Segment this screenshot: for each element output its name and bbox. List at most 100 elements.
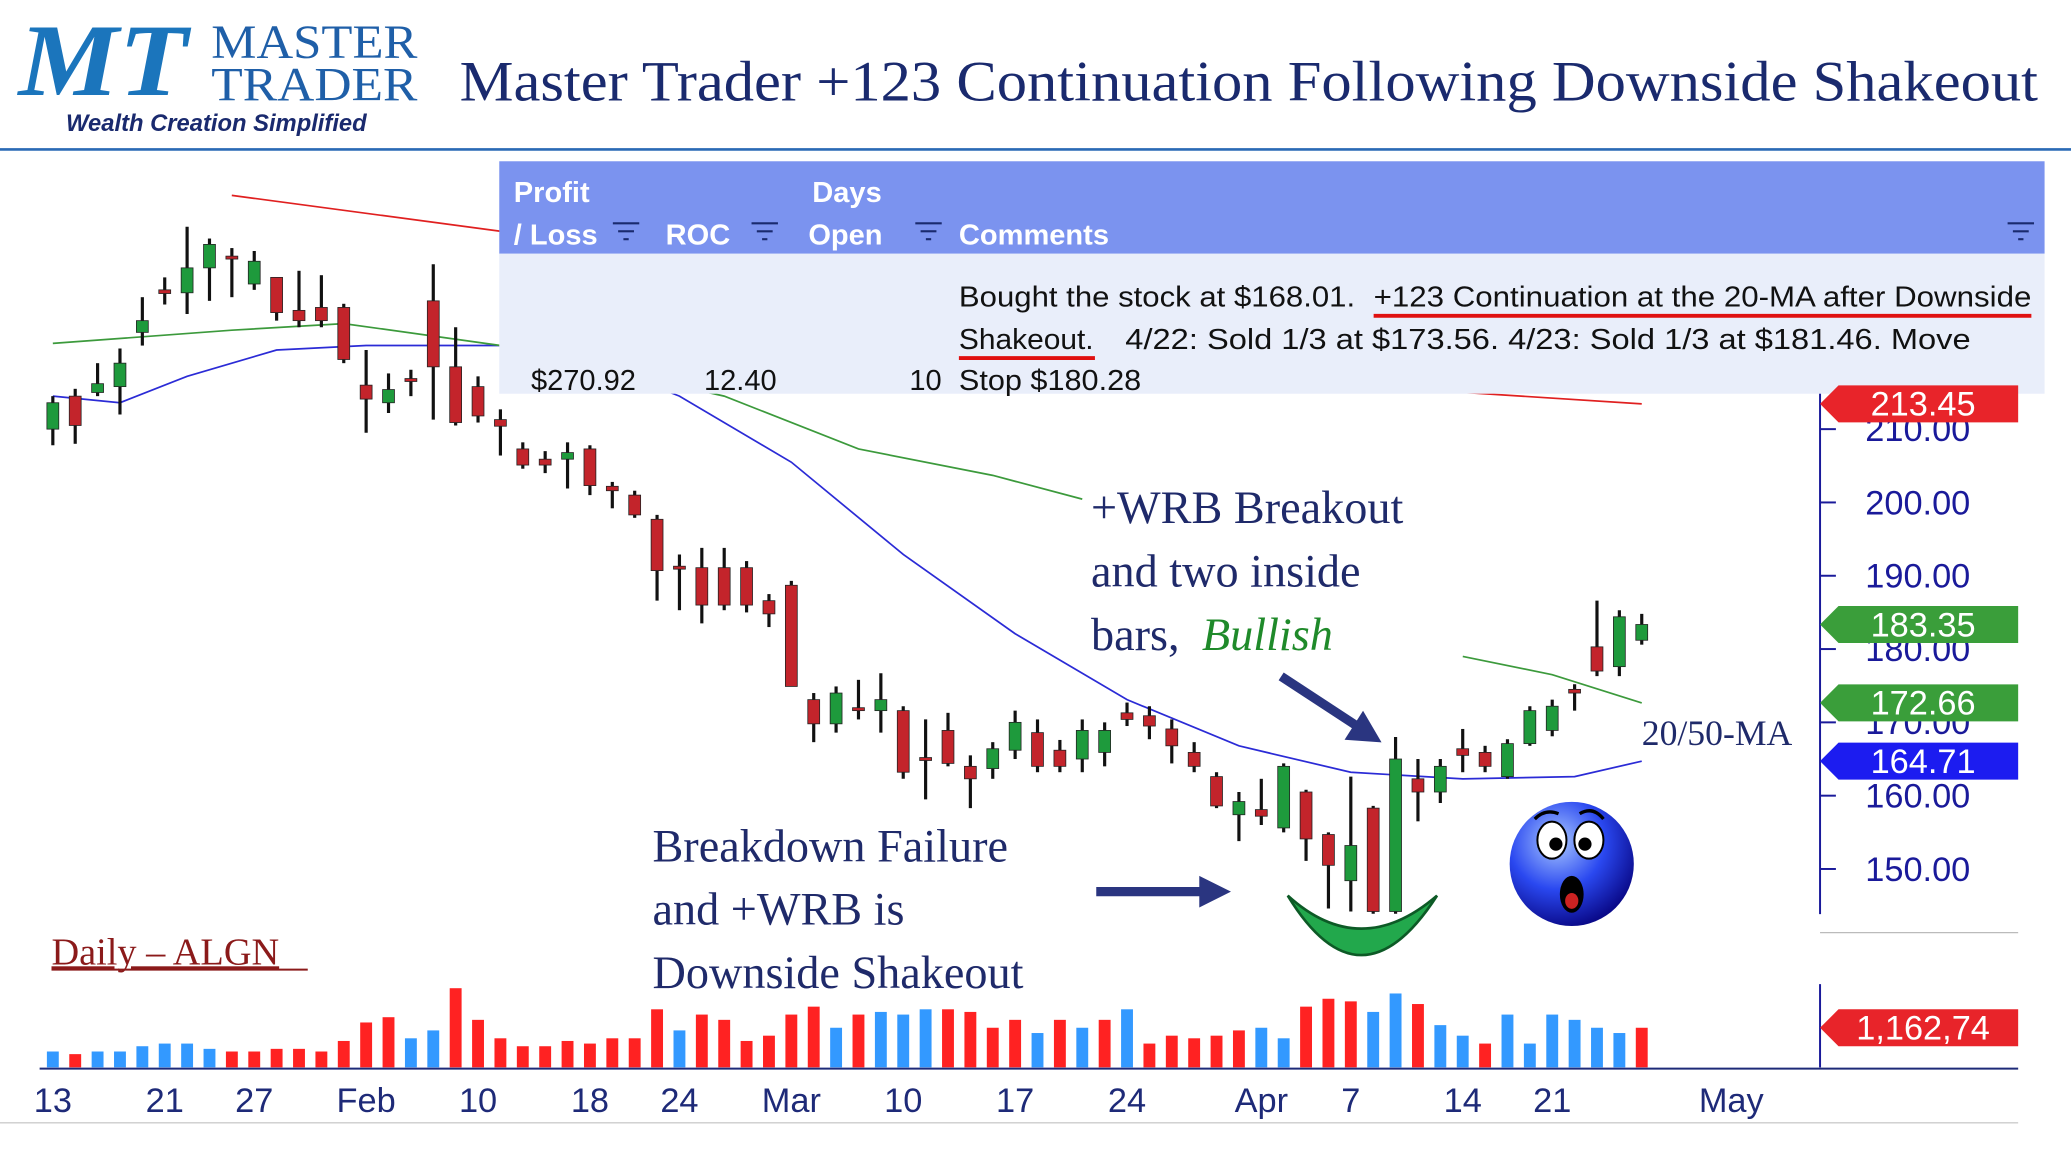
volume-bar: [1300, 1006, 1313, 1068]
price-tag-label: 183.35: [1871, 606, 1976, 644]
volume-bar: [628, 1038, 641, 1068]
volume-bar: [69, 1054, 82, 1068]
candle-body: [1590, 646, 1604, 672]
volume-bar: [1165, 1035, 1178, 1068]
x-tick-label: 14: [1444, 1082, 1482, 1120]
volume-bar: [516, 1046, 529, 1068]
x-tick-label: Mar: [762, 1082, 821, 1120]
volume-bar: [1210, 1035, 1223, 1068]
candle-body: [247, 260, 261, 285]
candle-body: [1456, 748, 1470, 756]
volume-bar: [181, 1043, 194, 1068]
candle-body: [919, 757, 932, 761]
annotation: and +WRB is: [652, 884, 904, 935]
candle-body: [68, 395, 82, 426]
volume-bar: [1255, 1027, 1268, 1068]
x-tick-label: 24: [660, 1082, 698, 1120]
volume-bar: [382, 1017, 395, 1068]
candle-body: [605, 485, 619, 492]
x-tick-label: 13: [34, 1082, 72, 1120]
volume-bar: [315, 1051, 328, 1068]
candle-body: [426, 300, 440, 368]
x-tick-label: 7: [1341, 1082, 1360, 1120]
price-tag-label: 213.45: [1871, 386, 1976, 424]
candle-body: [628, 494, 642, 516]
y-tick-label: 200.00: [1865, 484, 1970, 522]
candle-body: [1299, 791, 1313, 840]
volume-bar: [248, 1051, 261, 1068]
header-cell: ROC: [666, 219, 731, 251]
candle-body: [1478, 752, 1492, 767]
volume-bar: [91, 1051, 104, 1068]
annotation: Downside Shakeout: [652, 947, 1023, 998]
x-tick-label: 27: [235, 1082, 273, 1120]
x-tick-label: 10: [884, 1082, 922, 1120]
volume-bar: [606, 1038, 619, 1068]
candle-body: [1545, 705, 1559, 731]
volume-bar: [1434, 1025, 1447, 1068]
comment-highlight: +123 Continuation at the 20-MA after Dow…: [1374, 282, 2032, 314]
volume-bar: [472, 1019, 484, 1068]
volume-bar: [404, 1038, 417, 1068]
candle-body: [1322, 834, 1335, 866]
price-tag: [1820, 385, 2019, 423]
roc: 12.40: [704, 365, 777, 397]
header-cell: Profit: [514, 177, 590, 209]
candle-body: [1053, 749, 1067, 767]
candle-body: [762, 600, 776, 615]
candle-body: [1120, 712, 1134, 720]
volume-bar: [449, 988, 462, 1068]
price-tag: [1820, 1009, 2019, 1047]
volume-bar: [897, 1014, 910, 1068]
volume-bar: [1479, 1043, 1492, 1068]
y-tick-label: 190.00: [1865, 558, 1970, 596]
candle-body: [113, 362, 127, 388]
volume-bar: [360, 1022, 373, 1068]
volume-bar: [539, 1046, 552, 1068]
candle-body: [292, 309, 306, 322]
volume-bar: [1322, 998, 1335, 1068]
candle-body: [1008, 721, 1022, 751]
candle-body: [1165, 728, 1179, 747]
price-tag: [1820, 742, 2019, 780]
candle-body: [1254, 809, 1268, 817]
candle-body: [359, 384, 373, 400]
candle-body: [1187, 752, 1201, 767]
volume-bar: [1568, 1019, 1581, 1068]
candle-body: [829, 692, 843, 725]
profit-loss: $270.92: [531, 365, 636, 397]
volume-bar: [1143, 1043, 1156, 1068]
volume-bar: [136, 1046, 149, 1068]
y-tick-label: 160.00: [1865, 778, 1970, 816]
candle-body: [382, 389, 395, 404]
volume-bar: [1412, 1004, 1424, 1068]
price-tag-label: 164.71: [1871, 743, 1976, 781]
volume-bar: [1009, 1019, 1022, 1068]
volume-bar: [1277, 1038, 1290, 1068]
candle-body: [852, 707, 865, 712]
comment-highlight: Shakeout.: [959, 324, 1094, 356]
candle-body: [717, 567, 731, 606]
candle-body: [1366, 807, 1380, 912]
candle-body: [1501, 743, 1514, 778]
axes: 150.00160.00170.00180.00190.00200.00210.…: [34, 385, 2019, 1120]
header: MT MASTER TRADER Wealth Creation Simplif…: [0, 4, 2071, 151]
x-tick-label: May: [1699, 1082, 1765, 1120]
volume-bar: [740, 1040, 753, 1068]
volume-bar: [1121, 1009, 1133, 1068]
candle-body: [404, 378, 418, 382]
trade-table: Profit / Loss ROC Days Open Comments $27…: [499, 161, 2045, 397]
candle-body: [494, 419, 507, 427]
candle-body: [1277, 765, 1291, 829]
price-tag: [1820, 684, 2019, 722]
logo-top: MASTER: [211, 17, 417, 69]
volume-bar: [1232, 1030, 1245, 1068]
volume-bar: [852, 1014, 865, 1068]
candle-body: [538, 458, 552, 466]
candle-body: [158, 289, 172, 294]
candle-body: [807, 699, 821, 725]
price-tag: [1820, 606, 2019, 643]
volume-bar: [203, 1048, 216, 1068]
chart-label: Daily – ALGN: [52, 931, 280, 973]
candle-body: [986, 748, 1000, 769]
